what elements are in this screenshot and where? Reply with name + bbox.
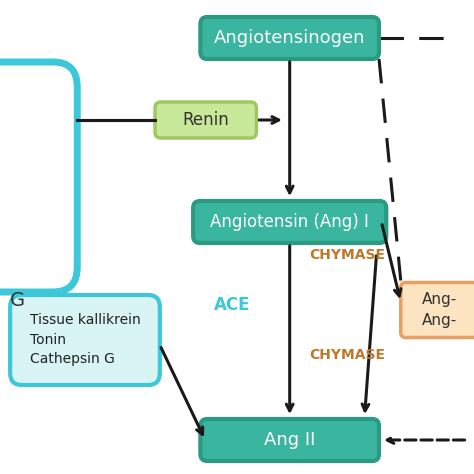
FancyBboxPatch shape	[201, 419, 379, 461]
Text: Tissue kallikrein
Tonin
Cathepsin G: Tissue kallikrein Tonin Cathepsin G	[29, 313, 140, 366]
FancyBboxPatch shape	[155, 102, 256, 138]
FancyBboxPatch shape	[201, 17, 379, 59]
Text: Angiotensinogen: Angiotensinogen	[214, 29, 365, 47]
Text: ACE: ACE	[213, 296, 250, 314]
Text: Ang II: Ang II	[264, 431, 315, 449]
Text: G: G	[10, 291, 25, 310]
Text: Renin: Renin	[182, 111, 229, 129]
FancyBboxPatch shape	[10, 295, 160, 385]
Text: CHYMASE: CHYMASE	[310, 348, 386, 362]
FancyBboxPatch shape	[193, 201, 386, 243]
Text: CHYMASE: CHYMASE	[310, 248, 386, 262]
FancyBboxPatch shape	[401, 283, 474, 337]
Text: Angiotensin (Ang) I: Angiotensin (Ang) I	[210, 213, 369, 231]
Text: Ang-
Ang-: Ang- Ang-	[422, 292, 457, 328]
